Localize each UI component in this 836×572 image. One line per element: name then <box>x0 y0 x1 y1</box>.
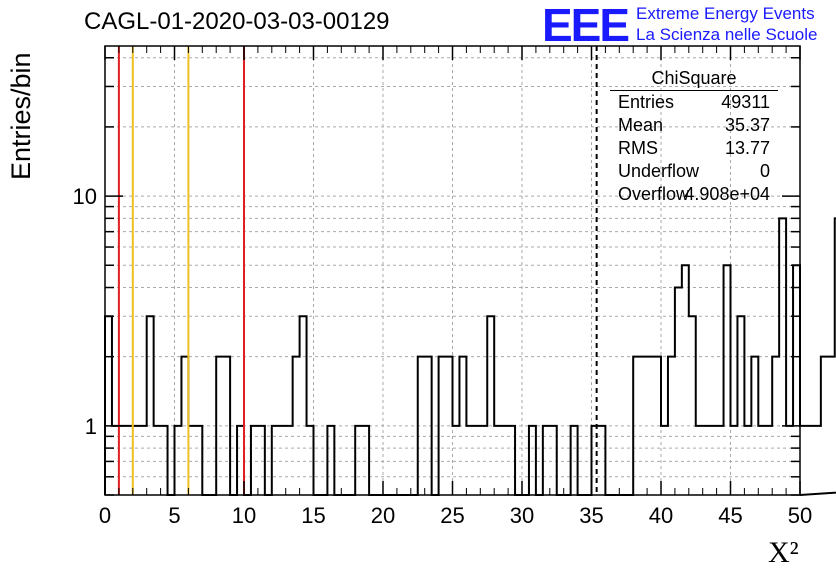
x-axis-label: X² <box>768 536 799 569</box>
stats-value: 49311 <box>721 92 770 112</box>
stats-box: ChiSquare Entries 49311 Mean 35.37 RMS 1… <box>610 68 778 206</box>
x-tick-label: 0 <box>99 503 111 528</box>
axis-ticks: 0 5 10 15 20 25 30 35 40 45 50 1 10 <box>73 46 812 528</box>
histogram-outline <box>104 217 836 496</box>
stats-row-underflow: Underflow 0 <box>610 160 778 183</box>
x-tick-label: 10 <box>232 503 256 528</box>
stats-value: 13.77 <box>724 138 770 158</box>
stats-value: 0 <box>759 161 770 181</box>
stats-key: Mean <box>618 115 664 135</box>
x-tick-label: 20 <box>371 503 395 528</box>
histogram-bars <box>104 217 836 496</box>
x-tick-label: 45 <box>718 503 742 528</box>
stats-value: 4.908e+04 <box>684 184 770 204</box>
stats-row-entries: Entries 49311 <box>610 91 778 114</box>
stats-row-mean: Mean 35.37 <box>610 114 778 137</box>
stats-key: Entries <box>618 92 675 112</box>
stats-title: ChiSquare <box>610 68 778 91</box>
stats-row-overflow: Overflow 4.908e+04 <box>610 183 778 206</box>
stats-key: Overflow <box>618 184 690 204</box>
logo-line-2: La Scienza nelle Scuole <box>636 25 818 44</box>
x-tick-label: 5 <box>168 503 180 528</box>
x-tick-label: 25 <box>440 503 464 528</box>
logo-line-1: Extreme Energy Events <box>636 4 815 23</box>
x-tick-label: 35 <box>579 503 603 528</box>
stats-row-rms: RMS 13.77 <box>610 137 778 160</box>
chart-title: CAGL-01-2020-03-03-00129 <box>84 8 390 35</box>
reference-lines <box>117 46 598 495</box>
y-tick-label: 1 <box>85 414 97 439</box>
x-tick-label: 50 <box>788 503 812 528</box>
x-tick-label: 30 <box>510 503 534 528</box>
stats-key: RMS <box>618 138 658 158</box>
stats-value: 35.37 <box>724 115 770 135</box>
stats-key: Underflow <box>618 161 700 181</box>
eee-logo: EEE <box>542 0 630 51</box>
y-axis-label: Entries/bin <box>6 52 36 180</box>
x-tick-label: 40 <box>649 503 673 528</box>
y-tick-label: 10 <box>73 184 97 209</box>
x-tick-label: 15 <box>301 503 325 528</box>
grid <box>105 46 800 495</box>
